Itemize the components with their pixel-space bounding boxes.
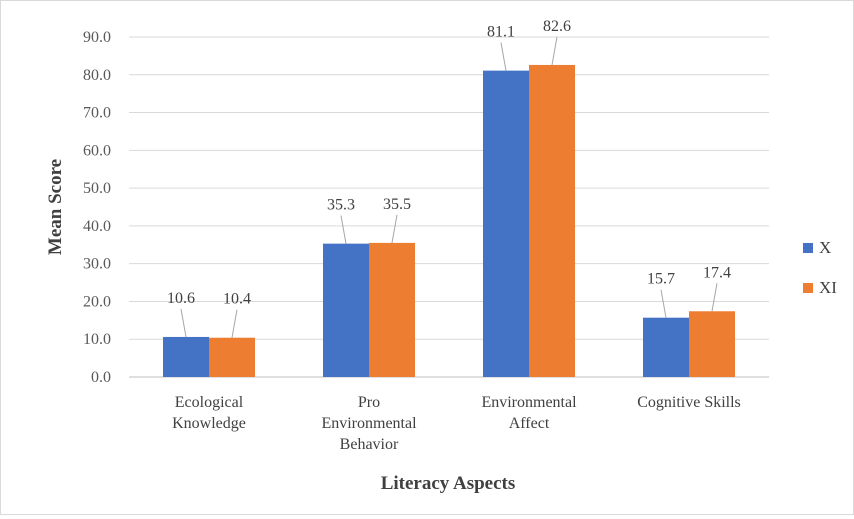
leader-line: [711, 283, 718, 312]
legend: X XI: [803, 238, 837, 297]
bar-x-1: [323, 243, 369, 377]
x-axis-title: Literacy Aspects: [381, 473, 516, 494]
category-labels: Ecological Knowledge Pro Environmental Behav…: [172, 394, 741, 453]
leader-line: [340, 215, 347, 244]
y-tick-label: 90.0: [83, 29, 111, 46]
category-label: Cognitive Skills: [637, 394, 741, 411]
y-tick-label: 20.0: [83, 293, 111, 310]
bar-x-3: [643, 317, 689, 377]
legend-label-xi: XI: [819, 278, 837, 297]
bar-x-0: [163, 336, 209, 377]
data-label: 82.6: [543, 18, 571, 35]
leader-line: [180, 308, 187, 338]
y-tick-label: 60.0: [83, 142, 111, 159]
bars: [163, 64, 735, 377]
legend-swatch-xi: [803, 283, 813, 293]
bar-x-2: [483, 70, 529, 377]
leader-line: [551, 36, 558, 66]
legend-swatch-x: [803, 243, 813, 253]
y-tick-label: 30.0: [83, 256, 111, 273]
y-tick-label: 50.0: [83, 180, 111, 197]
bar-xi-0: [209, 337, 255, 377]
data-labels: 10.6 35.3 81.1 15.7 10.4 35.5 82.6 17.4: [167, 18, 731, 308]
y-tick-label: 10.0: [83, 331, 111, 348]
leader-line: [660, 289, 667, 318]
bar-xi-1: [369, 242, 415, 377]
bar-xi-3: [689, 311, 735, 377]
y-tick-label: 70.0: [83, 105, 111, 122]
leader-line: [231, 309, 238, 338]
y-tick-label: 0.0: [91, 369, 111, 386]
data-label: 35.5: [383, 196, 411, 213]
y-axis-title: Mean Score: [45, 159, 66, 255]
data-label: 35.3: [327, 197, 355, 214]
legend-label-x: X: [819, 238, 831, 257]
data-label: 17.4: [703, 264, 731, 281]
data-label: 10.4: [223, 291, 251, 308]
bar-xi-2: [529, 64, 575, 377]
leader-line: [500, 42, 507, 71]
data-label: 81.1: [487, 24, 515, 41]
category-label: Pro Environmental Behavior: [321, 394, 417, 453]
y-tick-label: 40.0: [83, 218, 111, 235]
leader-line: [391, 214, 398, 243]
y-tick-labels: 0.0 10.0 20.0 30.0 40.0 50.0 60.0 70.0 80.0 90.0: [83, 29, 111, 386]
data-label-leaders: [180, 36, 718, 338]
data-label: 15.7: [647, 271, 675, 288]
y-tick-label: 80.0: [83, 67, 111, 84]
category-label: Environmental Affect: [481, 394, 577, 432]
category-label: Ecological Knowledge: [172, 394, 246, 432]
data-label: 10.6: [167, 290, 195, 307]
